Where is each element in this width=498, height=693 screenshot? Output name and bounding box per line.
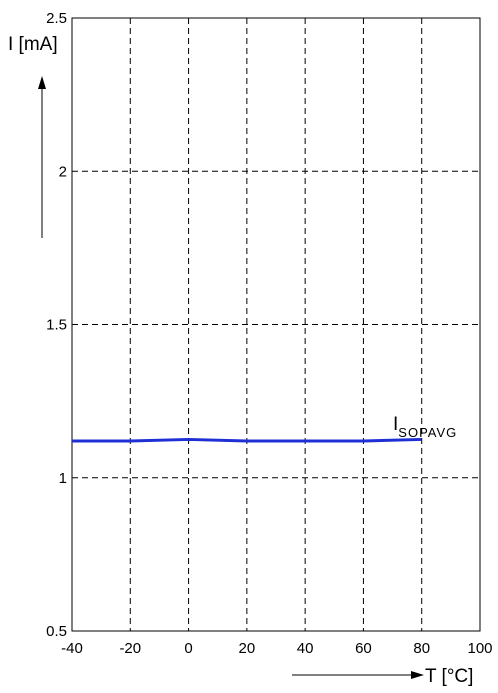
y-axis-label: I [mA] (8, 34, 58, 55)
series-line (72, 437, 422, 443)
y-tick-label: 1 (59, 470, 67, 487)
x-tick-label: 20 (239, 640, 256, 657)
x-tick-label: 80 (413, 640, 430, 657)
x-tick-label: 60 (355, 640, 372, 657)
series-label-main: I (393, 414, 398, 435)
x-tick-label: -20 (119, 640, 141, 657)
y-tick-label: 2.5 (46, 10, 67, 27)
y-tick-label: 0.5 (46, 623, 67, 640)
series-label-subscript: SOPAVG (398, 425, 457, 440)
x-tick-label: 40 (297, 640, 314, 657)
y-tick-label: 1.5 (46, 317, 67, 334)
grid (72, 18, 480, 631)
y-axis-arrow (38, 76, 46, 238)
plot-frame (71, 17, 481, 632)
x-axis-label: T [°C] (425, 666, 473, 687)
y-axis-ticks: 0.5 1 1.5 2 2.5 (46, 10, 67, 640)
x-tick-label: 100 (467, 640, 492, 657)
x-tick-label: 0 (184, 640, 192, 657)
series-label: ISOPAVG (393, 414, 457, 440)
x-tick-label: -40 (61, 640, 83, 657)
x-axis-ticks: -40 -20 0 20 40 60 80 100 (61, 640, 492, 657)
x-axis-arrow (292, 671, 424, 679)
y-tick-label: 2 (59, 163, 67, 180)
series-group (72, 437, 422, 443)
